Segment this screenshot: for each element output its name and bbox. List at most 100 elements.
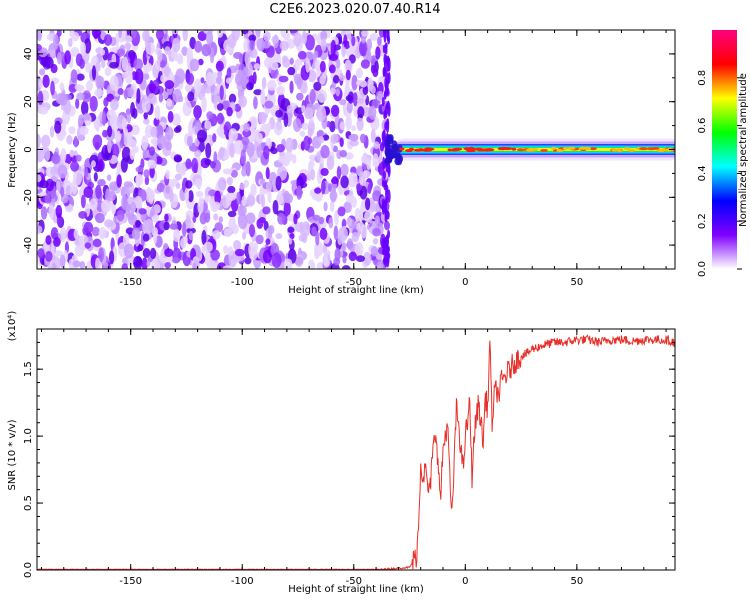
spectrogram-x-ticks: -150 -100 -50 0 50 xyxy=(40,30,667,288)
spectrogram-cell xyxy=(246,82,254,91)
spectrogram-cell xyxy=(69,149,75,158)
spectrogram-cell xyxy=(382,170,386,180)
spectrogram-cell xyxy=(228,128,238,142)
spectrogram-cell xyxy=(216,112,224,125)
spectrogram-cell xyxy=(78,114,85,125)
spectrogram-cell xyxy=(153,229,158,244)
spectrogram-cell xyxy=(317,135,325,144)
spectrogram-cell xyxy=(47,49,57,57)
spectrogram-cell xyxy=(230,169,238,178)
spectrogram-cell xyxy=(476,148,482,152)
spectrogram-cell xyxy=(270,67,279,79)
spectrogram-cell xyxy=(337,206,346,217)
spectrogram-cell xyxy=(127,211,135,221)
spectrogram-cell xyxy=(348,251,357,262)
spectrogram-cell xyxy=(195,178,203,189)
spectrogram-cell xyxy=(249,39,255,51)
colorbar-tick-label: 0.6 xyxy=(697,118,708,134)
spectrogram-cell xyxy=(386,148,393,157)
spectrogram-cell xyxy=(182,221,187,237)
spectrogram-cell xyxy=(123,127,129,136)
spectrogram-cell xyxy=(344,83,350,95)
spectrogram-cell xyxy=(286,104,293,114)
spectrogram-cell xyxy=(256,145,263,159)
spectrogram-cell xyxy=(275,193,285,205)
spectrogram-cell xyxy=(133,195,143,209)
spectrogram-cell xyxy=(212,201,221,210)
spectrogram-cell xyxy=(72,169,83,186)
spectrogram-cell xyxy=(285,137,294,153)
colorbar: 0.0 0.2 0.4 0.6 0.8 Normalized spectral ampl… xyxy=(697,30,749,277)
spectrogram-cell xyxy=(45,251,53,262)
spectrogram-cell xyxy=(75,154,82,162)
spectrogram-cell xyxy=(227,210,237,218)
spectrogram-cell xyxy=(126,114,132,124)
spectrogram-cell xyxy=(375,261,384,269)
spectrogram-cell xyxy=(397,154,404,163)
spectrogram-cell xyxy=(424,147,435,151)
spectrogram-cell xyxy=(346,217,353,227)
spectrogram-cell xyxy=(377,90,384,101)
spectrogram-cell xyxy=(262,206,271,215)
spectrogram-cell xyxy=(91,30,101,39)
spectrogram-cell xyxy=(121,56,129,72)
spectrogram-cell xyxy=(345,194,352,203)
spectrogram-cell xyxy=(283,190,290,204)
spectrogram-cell xyxy=(267,224,275,235)
spectrogram-cell xyxy=(481,148,492,152)
spectrogram-cell xyxy=(66,134,73,145)
colorbar-ticks: 0.0 0.2 0.4 0.6 0.8 xyxy=(697,70,742,277)
spectrogram-cell xyxy=(155,156,163,165)
spectrogram-cell xyxy=(215,60,224,72)
spectrogram-cell xyxy=(164,248,174,258)
spectrogram-cell xyxy=(234,103,242,113)
spectrogram-cell xyxy=(106,174,112,182)
spectrogram-cell xyxy=(346,100,353,114)
spectrogram-cell xyxy=(339,137,344,148)
spectrogram-cell xyxy=(320,38,327,52)
spectrogram-cell xyxy=(175,182,181,190)
spectrogram-cell xyxy=(275,175,282,191)
spectrogram-cell xyxy=(384,220,390,231)
spectrogram-cell xyxy=(110,98,119,111)
spectrogram-cell xyxy=(243,38,252,53)
spectrogram-cell xyxy=(109,61,119,69)
spectrogram-cell xyxy=(301,105,306,114)
spectrogram-cell xyxy=(354,241,364,257)
y-tick-label: -40 xyxy=(23,237,34,253)
spectrogram-cell xyxy=(385,78,389,90)
spectrogram-cell xyxy=(68,37,73,48)
spectrogram-cell xyxy=(263,30,271,42)
spectrogram-cell xyxy=(104,67,112,77)
spectrogram-cell xyxy=(241,195,247,207)
spectrogram-cell xyxy=(383,184,387,191)
spectrogram-cell xyxy=(147,159,156,169)
spectrogram-cell xyxy=(646,147,656,151)
spectrogram-cell xyxy=(336,166,342,180)
spectrogram-y-ticks: -40 -20 0 20 40 xyxy=(23,29,675,270)
spectrogram-y-label: Frequency (Hz) xyxy=(7,112,18,188)
spectrogram-cell xyxy=(330,177,339,185)
spectrogram-cell xyxy=(165,169,171,180)
spectrogram-cell xyxy=(386,134,393,143)
spectrogram-cell xyxy=(368,105,377,120)
spectrogram-cell xyxy=(38,80,44,89)
spectrogram-cell xyxy=(289,80,294,94)
spectrogram-cell xyxy=(253,96,258,110)
spectrogram-cell xyxy=(384,208,388,220)
spectrogram-cell xyxy=(305,57,311,73)
spectrogram-cell xyxy=(280,30,286,38)
spectrogram-cell xyxy=(312,214,321,221)
colorbar-scale xyxy=(712,30,737,269)
spectrogram-cell xyxy=(267,79,277,91)
spectrogram-cell xyxy=(165,126,174,141)
spectrogram-cell xyxy=(135,219,141,228)
spectrogram-cell xyxy=(74,244,85,257)
spectrogram-cell xyxy=(567,146,576,150)
colorbar-tick-label: 0.2 xyxy=(697,213,708,229)
spectrogram-cell xyxy=(37,248,45,259)
spectrogram-cell xyxy=(64,50,71,65)
spectrogram-cell xyxy=(248,34,257,42)
spectrogram-cell xyxy=(73,228,79,240)
spectrogram-cell xyxy=(216,103,224,111)
